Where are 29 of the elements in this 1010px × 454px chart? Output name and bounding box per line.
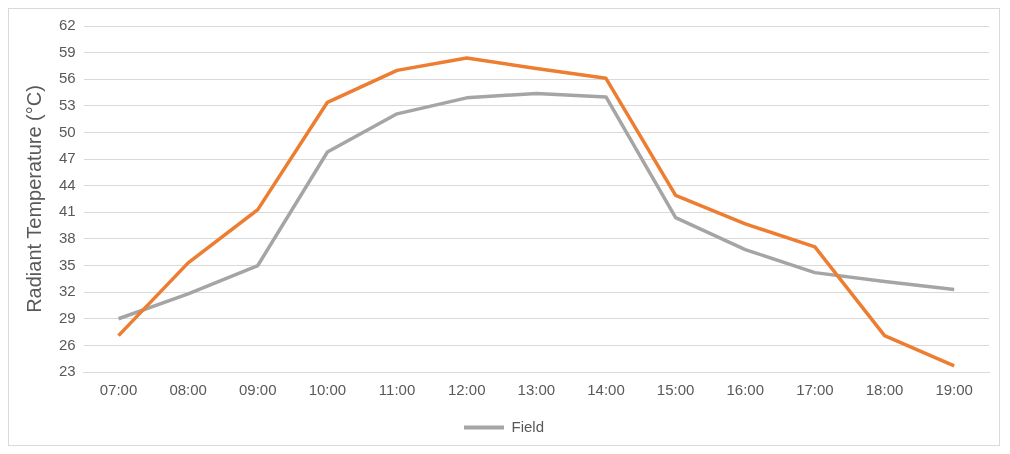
x-tick-label: 10:00: [308, 381, 347, 399]
x-tick-label: 19:00: [935, 381, 973, 399]
x-tick-label: 14:00: [587, 381, 625, 399]
x-tick-label: 17:00: [796, 381, 834, 399]
x-tick-label: 18:00: [865, 381, 904, 399]
y-tick-label: 62: [59, 16, 76, 34]
y-tick-label: 53: [59, 95, 76, 113]
y-tick-label: 47: [59, 149, 76, 167]
y-tick-label: 59: [59, 42, 76, 60]
y-tick-label: 32: [59, 282, 76, 300]
x-tick-label: 13:00: [517, 381, 556, 399]
y-tick-label: 29: [59, 308, 76, 326]
x-tick-label: 09:00: [239, 381, 277, 399]
y-tick-label: 23: [59, 362, 76, 380]
x-tick-label: 15:00: [656, 381, 695, 399]
x-tick-label: 08:00: [169, 381, 207, 399]
legend-label: Field: [511, 417, 545, 435]
y-tick-label: 44: [59, 175, 76, 193]
y-tick-label: 50: [59, 122, 76, 140]
x-tick-label: 11:00: [378, 381, 416, 399]
x-tick-label: 16:00: [726, 381, 765, 399]
y-tick-label: 38: [59, 229, 76, 247]
x-tick-label: 12:00: [447, 381, 486, 399]
y-tick-label: 35: [59, 255, 76, 273]
y-tick-label: 26: [59, 335, 76, 353]
y-tick-label: 56: [59, 69, 76, 87]
y-axis-title: Radiant Temperature (°C): [22, 85, 45, 313]
y-tick-label: 41: [59, 202, 76, 220]
x-tick-label: 07:00: [99, 381, 138, 399]
